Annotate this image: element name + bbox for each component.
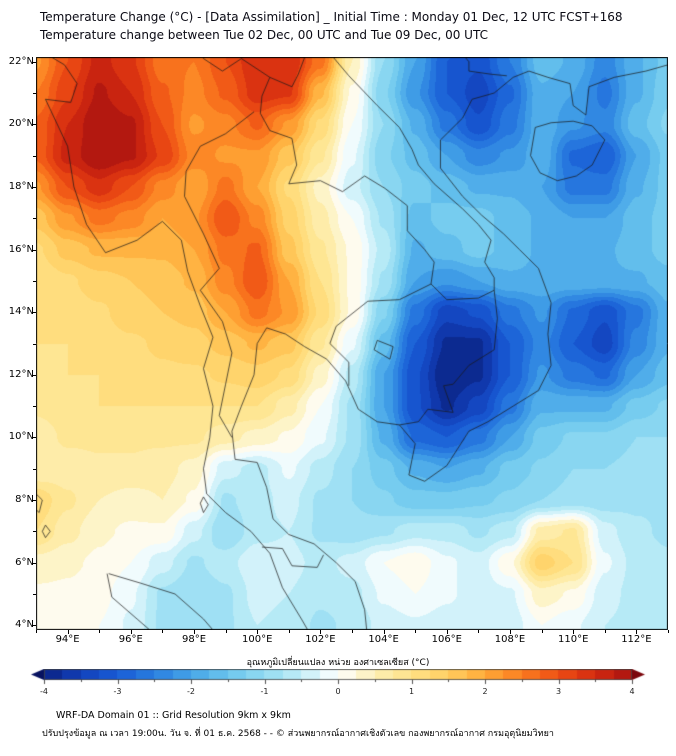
lon-minor-tick-mark — [604, 630, 606, 633]
lat-minor-tick-mark — [33, 93, 36, 94]
lon-tick-label: 100°E — [241, 634, 273, 645]
lat-tick-label: 14°N — [8, 306, 34, 318]
footer-domain-info: WRF-DA Domain 01 :: Grid Resolution 9km … — [56, 710, 291, 721]
lon-tick-mark — [573, 630, 575, 634]
lon-minor-tick-mark — [352, 630, 353, 633]
colorbar-canvas — [30, 669, 646, 686]
lat-tick-label: 20°N — [8, 118, 34, 130]
lat-tick-label: 16°N — [8, 243, 34, 255]
lon-tick-mark — [446, 630, 448, 634]
lat-minor-tick-mark — [33, 593, 36, 595]
lon-tick-label: 104°E — [368, 634, 399, 645]
lat-tick-mark — [32, 437, 36, 439]
lon-minor-tick-mark — [162, 630, 164, 633]
footer-thai-credit: ปรับปรุงข้อมูล ณ เวลา 19:00น. วัน จ. ที่… — [42, 729, 554, 739]
colorbar-tick-label: 4 — [629, 687, 635, 696]
colorbar-tick-label: 0 — [335, 687, 341, 696]
lat-minor-tick-mark — [33, 468, 36, 470]
lat-tick-mark — [32, 61, 36, 63]
lat-tick-label: 10°N — [8, 431, 34, 443]
lat-minor-tick-mark — [33, 218, 36, 220]
lon-tick-label: 106°E — [431, 634, 462, 645]
lon-tick-label: 96°E — [118, 634, 143, 645]
colorbar-tick-label: 1 — [408, 687, 415, 696]
colorbar: -4 -3 -2 -1 0 1 2 3 4 — [30, 669, 646, 703]
lat-tick-mark — [32, 249, 36, 251]
lat-minor-tick-mark — [33, 406, 36, 408]
lon-tick-label: 110°E — [557, 634, 589, 645]
chart-header: Temperature Change (°C) - [Data Assimila… — [40, 8, 623, 44]
colorbar-tick-label: -1 — [260, 687, 269, 696]
lon-tick-mark — [383, 630, 385, 634]
lat-tick-label: 18°N — [8, 180, 34, 192]
lon-tick-mark — [67, 630, 69, 634]
lon-minor-tick-mark — [668, 630, 669, 633]
chart-title-line2: Temperature change between Tue 02 Dec, 0… — [40, 28, 488, 42]
lat-minor-tick-mark — [33, 155, 36, 157]
lon-minor-tick-mark — [478, 630, 480, 633]
lon-tick-mark — [194, 630, 195, 634]
colorbar-tick-label: -2 — [187, 687, 195, 696]
colorbar-tick-label: 2 — [482, 687, 488, 696]
lat-tick-mark — [32, 625, 36, 627]
lat-tick-mark — [32, 124, 36, 126]
lon-tick-label: 112°E — [621, 634, 652, 645]
colorbar-tick-label: 3 — [555, 687, 562, 696]
lat-tick-mark — [32, 186, 36, 188]
colorbar-title: อุณหภูมิเปลี่ยนแปลง หน่วย องศาเซลเซียส (… — [246, 658, 430, 668]
lon-tick-label: 102°E — [305, 634, 336, 645]
lon-minor-tick-mark — [36, 630, 37, 633]
lon-tick-mark — [636, 630, 638, 634]
lat-minor-tick-mark — [33, 280, 36, 282]
lat-minor-tick-mark — [33, 343, 36, 345]
colorbar-tick-label: -3 — [113, 687, 122, 696]
lat-tick-mark — [32, 374, 36, 376]
lon-tick-label: 98°E — [181, 634, 207, 645]
lon-tick-label: 94°E — [55, 634, 80, 645]
map-plot-area: 22°N 20°N 18°N 16°N 14°N 12°N 10°N 8°N 6°N 4°N 94°… — [0, 55, 676, 657]
lat-tick-label: 8°N — [15, 494, 34, 506]
lon-minor-tick-mark — [288, 630, 290, 633]
lon-minor-tick-mark — [415, 630, 417, 633]
temperature-map-canvas — [36, 57, 668, 630]
lon-tick-mark — [257, 630, 259, 634]
lon-tick-mark — [320, 630, 322, 634]
lat-tick-mark — [32, 312, 36, 314]
lat-tick-label: 6°N — [15, 556, 34, 568]
colorbar-tick-label: -4 — [40, 687, 48, 696]
chart-title-line1: Temperature Change (°C) - [Data Assimila… — [40, 10, 623, 24]
lat-tick-label: 4°N — [15, 619, 34, 631]
lon-minor-tick-mark — [225, 630, 227, 633]
lon-tick-mark — [510, 630, 511, 634]
lon-minor-tick-mark — [541, 630, 543, 633]
lon-minor-tick-mark — [99, 630, 101, 633]
lat-minor-tick-mark — [33, 531, 36, 533]
lat-tick-label: 22°N — [8, 55, 34, 67]
lat-tick-mark — [32, 500, 36, 502]
lat-tick-label: 12°N — [8, 368, 34, 380]
lon-tick-label: 108°E — [494, 634, 526, 645]
lon-tick-mark — [130, 630, 132, 634]
lat-tick-mark — [32, 562, 36, 564]
